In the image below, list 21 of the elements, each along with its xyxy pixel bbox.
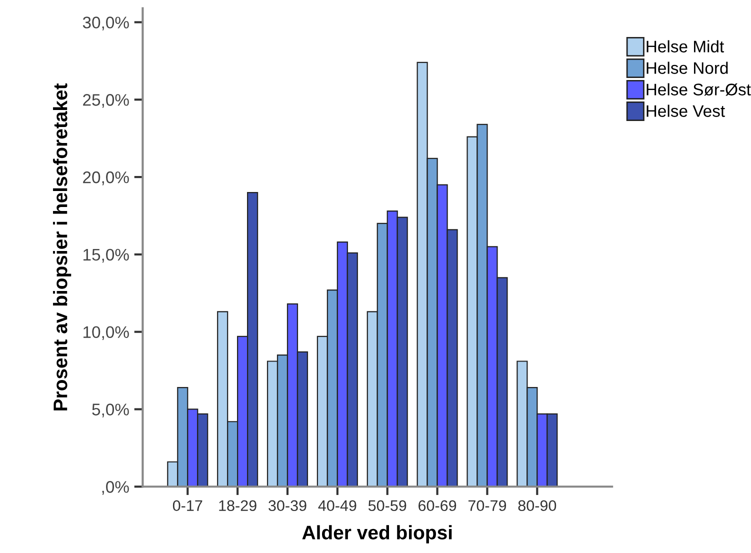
y-tick-label: 5,0% bbox=[92, 404, 129, 418]
y-axis-title: Prosent av biopsier i helseforetaket bbox=[53, 83, 72, 410]
y-tick-label: ,0% bbox=[102, 481, 129, 495]
x-axis-title: Alder ved biopsi bbox=[302, 525, 452, 544]
x-tick-label: 70-79 bbox=[468, 500, 506, 512]
y-tick-label: 15,0% bbox=[84, 248, 129, 263]
legend-label: Helse Vest bbox=[646, 104, 725, 117]
x-tick-label: 40-49 bbox=[318, 500, 356, 512]
y-tick-label: 10,0% bbox=[84, 326, 129, 340]
y-tick-label: 20,0% bbox=[83, 171, 129, 186]
legend-label: Helse Nord bbox=[646, 62, 728, 74]
y-tick-label: 30,0% bbox=[82, 16, 129, 30]
x-tick-label: 50-59 bbox=[368, 500, 406, 512]
legend-label: Helse Midt bbox=[646, 40, 724, 52]
x-tick-label: 30-39 bbox=[268, 500, 306, 512]
x-tick-label: 60-69 bbox=[418, 500, 456, 512]
y-tick-label: 25,0% bbox=[83, 94, 129, 108]
x-tick-label: 0-17 bbox=[172, 500, 202, 512]
legend-label: Helse Sør-Øst bbox=[646, 83, 751, 96]
x-tick-label: 18-29 bbox=[219, 500, 256, 512]
x-tick-label: 80-90 bbox=[518, 500, 556, 512]
